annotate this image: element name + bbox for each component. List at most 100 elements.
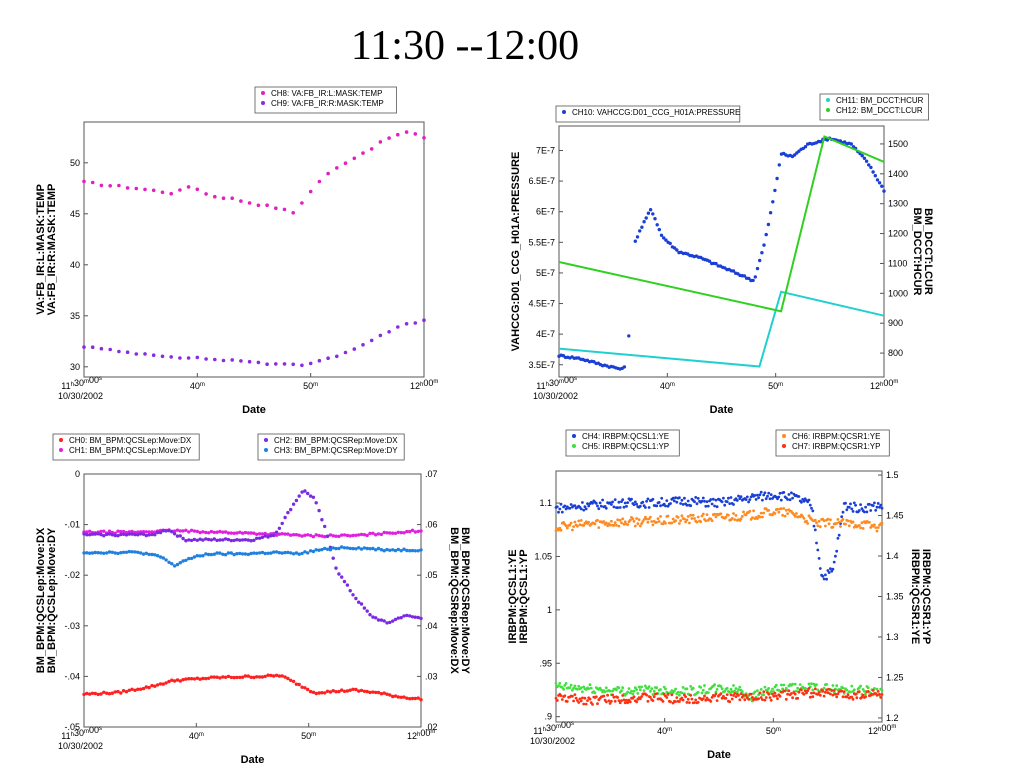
y-left-tick-label: 1.05 xyxy=(534,551,552,561)
data-point xyxy=(223,675,228,679)
data-point xyxy=(818,567,822,570)
data-point xyxy=(734,514,738,517)
data-point xyxy=(857,690,861,694)
data-point xyxy=(308,361,313,366)
data-point xyxy=(376,690,381,695)
data-point xyxy=(703,684,706,687)
data-point xyxy=(860,695,864,699)
data-point xyxy=(742,274,747,278)
data-point xyxy=(117,349,121,354)
data-point xyxy=(238,675,242,680)
legend-box xyxy=(254,86,397,114)
data-point xyxy=(326,171,330,176)
data-point xyxy=(612,695,616,699)
data-point xyxy=(849,690,852,694)
data-point xyxy=(133,550,137,554)
data-point xyxy=(297,494,301,498)
data-point xyxy=(757,496,760,500)
legend-entry: CH6: IRBPM:QCSR1:YE xyxy=(792,432,880,441)
data-point xyxy=(657,520,661,523)
data-point xyxy=(239,199,243,203)
data-point xyxy=(613,699,617,703)
data-point xyxy=(311,690,316,694)
slide-title: 11:30 --12:00 xyxy=(350,23,580,69)
data-point xyxy=(232,538,236,543)
data-point xyxy=(198,537,202,541)
data-point xyxy=(172,564,177,568)
data-point xyxy=(289,678,293,682)
data-point xyxy=(834,554,837,558)
data-point xyxy=(705,513,709,516)
y-left-axis-label: BM_BPM:QCSLep:Move:DX xyxy=(35,527,47,673)
data-point xyxy=(613,498,617,501)
data-point xyxy=(238,530,242,534)
data-point xyxy=(705,500,709,503)
data-point xyxy=(709,498,713,501)
data-point xyxy=(167,679,171,684)
data-point xyxy=(852,501,856,505)
data-point xyxy=(277,674,282,678)
data-point xyxy=(851,520,855,524)
data-point xyxy=(576,524,579,528)
data-point xyxy=(630,497,633,501)
data-point xyxy=(388,620,392,625)
data-point xyxy=(882,189,886,193)
data-point xyxy=(830,688,834,692)
data-point xyxy=(124,550,129,554)
data-point xyxy=(255,536,259,540)
data-point xyxy=(343,350,348,355)
data-point xyxy=(257,532,262,536)
data-point xyxy=(247,359,252,364)
data-point xyxy=(845,688,849,692)
data-point xyxy=(331,534,335,538)
data-point xyxy=(150,532,154,537)
data-point xyxy=(328,545,333,549)
data-point xyxy=(689,513,693,517)
data-point xyxy=(213,194,217,199)
y-right-tick-label: .06 xyxy=(425,520,438,530)
data-point xyxy=(306,533,310,537)
legend-entry: CH9: VA:FB_IR:R:MASK:TEMP xyxy=(271,99,384,108)
data-point xyxy=(875,529,879,533)
data-point xyxy=(635,688,638,691)
data-point xyxy=(282,207,287,212)
data-point xyxy=(246,674,250,678)
data-point xyxy=(640,225,644,229)
data-point xyxy=(178,561,182,565)
data-point xyxy=(637,685,641,689)
data-point xyxy=(626,690,630,694)
data-point xyxy=(393,531,398,535)
data-point xyxy=(683,517,686,521)
data-point xyxy=(151,188,156,193)
legend-marker xyxy=(782,434,786,438)
data-point xyxy=(297,682,301,687)
data-point xyxy=(354,547,358,551)
data-point xyxy=(110,550,115,554)
data-point xyxy=(771,513,774,517)
data-point xyxy=(371,546,375,551)
data-point xyxy=(638,504,642,508)
data-point xyxy=(672,246,677,250)
legend-marker xyxy=(59,448,63,452)
data-point xyxy=(651,699,655,702)
data-point xyxy=(701,496,705,500)
data-point xyxy=(399,695,403,699)
y-left-tick-label: 6E-7 xyxy=(536,207,555,217)
data-point xyxy=(121,550,126,554)
data-point xyxy=(822,686,826,690)
data-point xyxy=(334,534,338,538)
data-point xyxy=(133,688,137,692)
data-point xyxy=(806,689,810,693)
legend-marker xyxy=(264,448,268,452)
data-point xyxy=(365,609,369,613)
data-point xyxy=(782,507,786,510)
data-point xyxy=(670,521,674,525)
data-point xyxy=(591,501,594,505)
data-point xyxy=(410,615,415,619)
y-right-tick-label: 1000 xyxy=(888,288,908,298)
data-point xyxy=(594,695,598,699)
data-point xyxy=(172,679,177,683)
data-point xyxy=(283,532,287,536)
data-point xyxy=(670,689,674,692)
